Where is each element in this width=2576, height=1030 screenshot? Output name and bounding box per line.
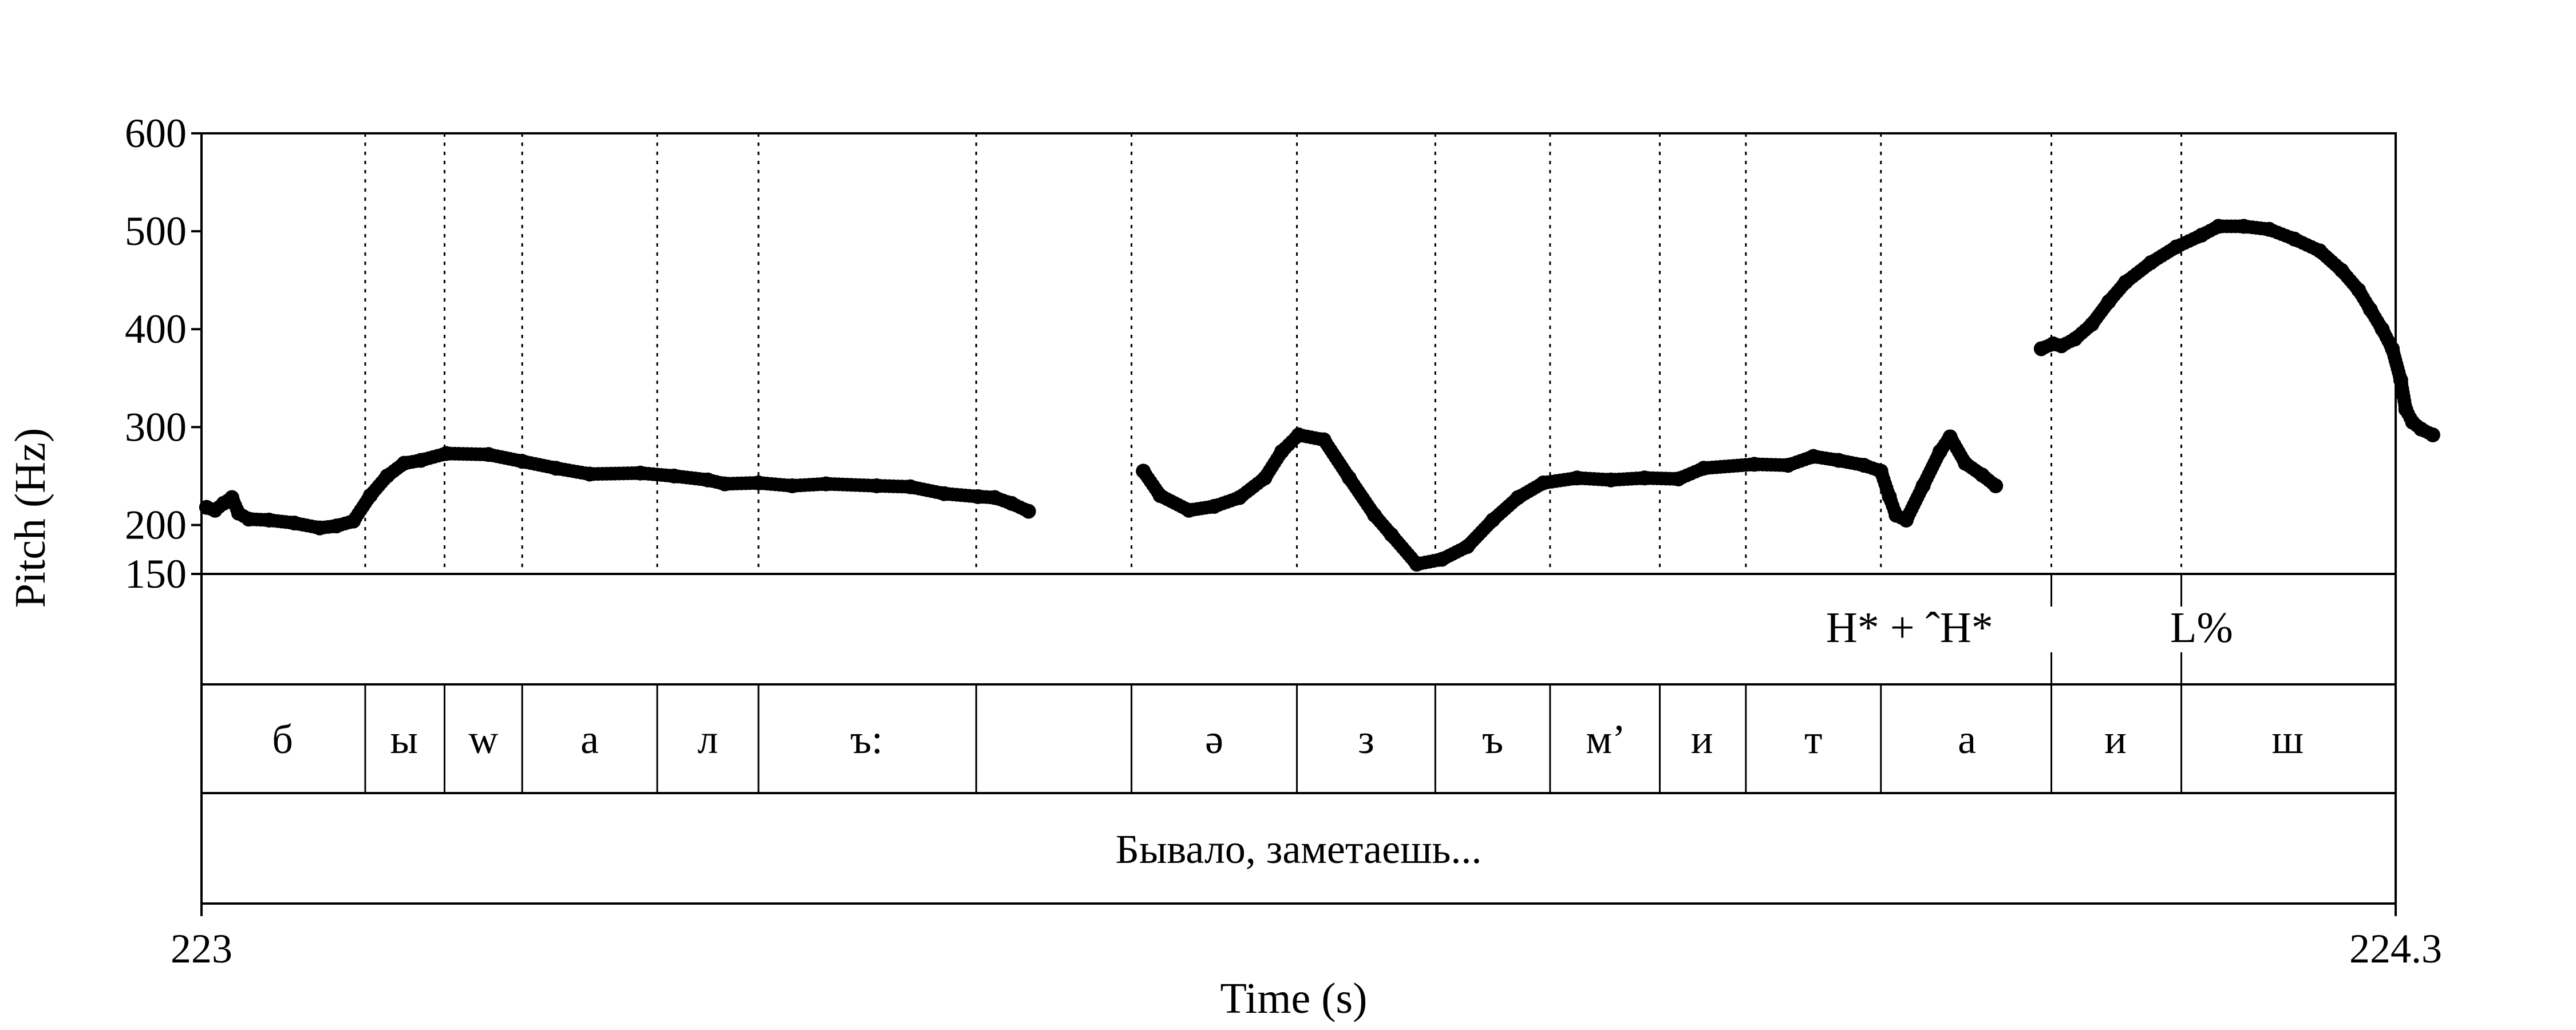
- segment-label: а: [580, 716, 599, 762]
- y-tick-label: 600: [125, 110, 187, 156]
- x-tick-label-end: 224.3: [2349, 926, 2442, 972]
- pitch-point: [2425, 427, 2440, 443]
- x-axis-title: Time (s): [1220, 974, 1368, 1023]
- y-axis-title: Pitch (Hz): [6, 428, 54, 608]
- pitch-plot-frame: [200, 132, 2397, 575]
- y-tick-label: 200: [125, 502, 187, 548]
- segment-label: ə: [1205, 716, 1223, 762]
- pitch-points: [199, 219, 2440, 572]
- tone-label: L%: [2170, 604, 2233, 652]
- pitch-point: [1021, 504, 1036, 519]
- segment-boundary-lines: [364, 133, 2183, 793]
- segment-label: з: [1358, 716, 1374, 762]
- y-tick-label: 400: [125, 306, 187, 352]
- y-tick-label: 500: [125, 208, 187, 254]
- y-tick-label: 150: [125, 551, 187, 597]
- y-tick-label: 300: [125, 404, 187, 450]
- segment-label: л: [698, 716, 718, 762]
- tone-labels: H* + ˆH* L%: [1826, 574, 2233, 684]
- segment-label: и: [2104, 716, 2127, 762]
- tone-label: H* + ˆH*: [1826, 604, 1993, 652]
- segment-label: т: [1804, 716, 1822, 762]
- segment-label: ш: [2272, 716, 2304, 762]
- segment-label: а: [1958, 716, 1976, 762]
- tone-tier-frame: [200, 573, 2397, 686]
- segment-label: ъ: [1482, 716, 1503, 762]
- utterance-label: Бывало, заметаешь...: [1116, 826, 1482, 872]
- x-tick-label-start: 223: [171, 926, 232, 972]
- segment-tier-frame: [200, 683, 2397, 794]
- segment-labels: б ы w а л ъ: ə з ъ м’ и т а и ш: [272, 716, 2304, 762]
- segment-label: ы: [390, 716, 418, 762]
- segment-label: w: [468, 716, 498, 762]
- pitch-point: [1988, 478, 2004, 493]
- segment-label: и: [1691, 716, 1713, 762]
- segment-label: м’: [1586, 716, 1626, 762]
- segment-label: б: [272, 716, 293, 762]
- segment-label: ъ:: [850, 716, 883, 762]
- utterance-tier-frame: [200, 792, 2397, 905]
